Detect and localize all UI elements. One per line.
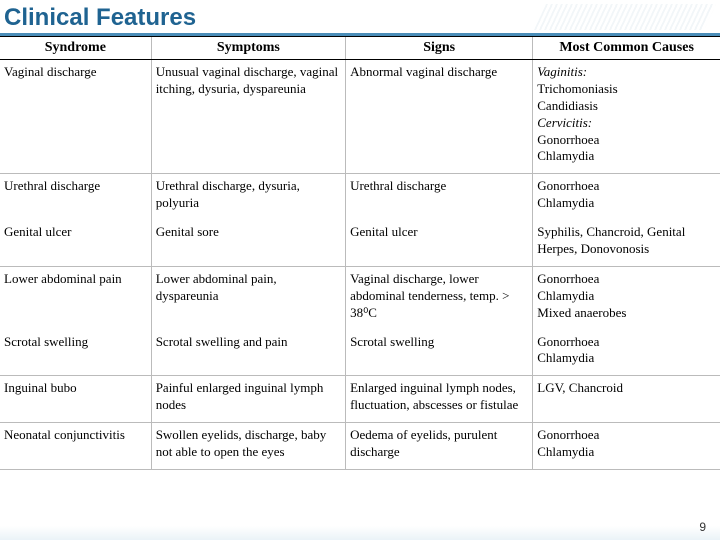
cell-causes: Gonorrhoea Chlamydia: [533, 330, 720, 376]
cell-causes: Gonorrhoea Chlamydia: [533, 174, 720, 220]
cell-causes: Vaginitis: Trichomoniasis Candidiasis Ce…: [533, 60, 720, 174]
cell-syndrome: Genital ulcer: [0, 220, 151, 266]
table-row: Urethral discharge Urethral discharge, d…: [0, 174, 720, 220]
title-decoration: [534, 4, 716, 30]
footer-decoration: [0, 526, 720, 540]
cell-syndrome: Inguinal bubo: [0, 376, 151, 423]
cell-symptoms: Painful enlarged inguinal lymph nodes: [151, 376, 345, 423]
cell-signs: Abnormal vaginal discharge: [346, 60, 533, 174]
title-bar: Clinical Features: [0, 0, 720, 36]
page-title: Clinical Features: [4, 4, 196, 32]
cell-syndrome: Neonatal conjunctivitis: [0, 423, 151, 470]
cell-syndrome: Urethral discharge: [0, 174, 151, 220]
cell-symptoms: Genital sore: [151, 220, 345, 266]
clinical-features-table: Syndrome Symptoms Signs Most Common Caus…: [0, 36, 720, 470]
cell-syndrome: Scrotal swelling: [0, 330, 151, 376]
title-underline: [0, 33, 720, 36]
causes-list: Trichomoniasis Candidiasis: [537, 81, 617, 113]
table-row: Vaginal discharge Unusual vaginal discha…: [0, 60, 720, 174]
cell-symptoms: Lower abdominal pain, dyspareunia: [151, 266, 345, 329]
header-causes: Most Common Causes: [533, 37, 720, 60]
cell-syndrome: Vaginal discharge: [0, 60, 151, 174]
cell-signs: Genital ulcer: [346, 220, 533, 266]
cell-causes: Gonorrhoea Chlamydia Mixed anaerobes: [533, 266, 720, 329]
table-row: Scrotal swelling Scrotal swelling and pa…: [0, 330, 720, 376]
table-row: Neonatal conjunctivitis Swollen eyelids,…: [0, 423, 720, 470]
causes-list: Gonorrhoea Chlamydia: [537, 132, 599, 164]
cell-causes: LGV, Chancroid: [533, 376, 720, 423]
causes-label: Vaginitis:: [537, 64, 587, 79]
causes-label: Cervicitis:: [537, 115, 592, 130]
cell-signs: Urethral discharge: [346, 174, 533, 220]
table-row: Inguinal bubo Painful enlarged inguinal …: [0, 376, 720, 423]
cell-signs: Oedema of eyelids, purulent discharge: [346, 423, 533, 470]
header-symptoms: Symptoms: [151, 37, 345, 60]
page-number: 9: [699, 520, 706, 534]
cell-symptoms: Swollen eyelids, discharge, baby not abl…: [151, 423, 345, 470]
cell-symptoms: Urethral discharge, dysuria, polyuria: [151, 174, 345, 220]
table-row: Lower abdominal pain Lower abdominal pai…: [0, 266, 720, 329]
cell-signs: Vaginal discharge, lower abdominal tende…: [346, 266, 533, 329]
cell-signs: Scrotal swelling: [346, 330, 533, 376]
cell-causes: Syphilis, Chancroid, Genital Herpes, Don…: [533, 220, 720, 266]
cell-symptoms: Unusual vaginal discharge, vaginal itchi…: [151, 60, 345, 174]
table-row: Genital ulcer Genital sore Genital ulcer…: [0, 220, 720, 266]
table-header-row: Syndrome Symptoms Signs Most Common Caus…: [0, 37, 720, 60]
cell-signs: Enlarged inguinal lymph nodes, fluctuati…: [346, 376, 533, 423]
cell-symptoms: Scrotal swelling and pain: [151, 330, 345, 376]
cell-causes: Gonorrhoea Chlamydia: [533, 423, 720, 470]
cell-syndrome: Lower abdominal pain: [0, 266, 151, 329]
header-syndrome: Syndrome: [0, 37, 151, 60]
header-signs: Signs: [346, 37, 533, 60]
